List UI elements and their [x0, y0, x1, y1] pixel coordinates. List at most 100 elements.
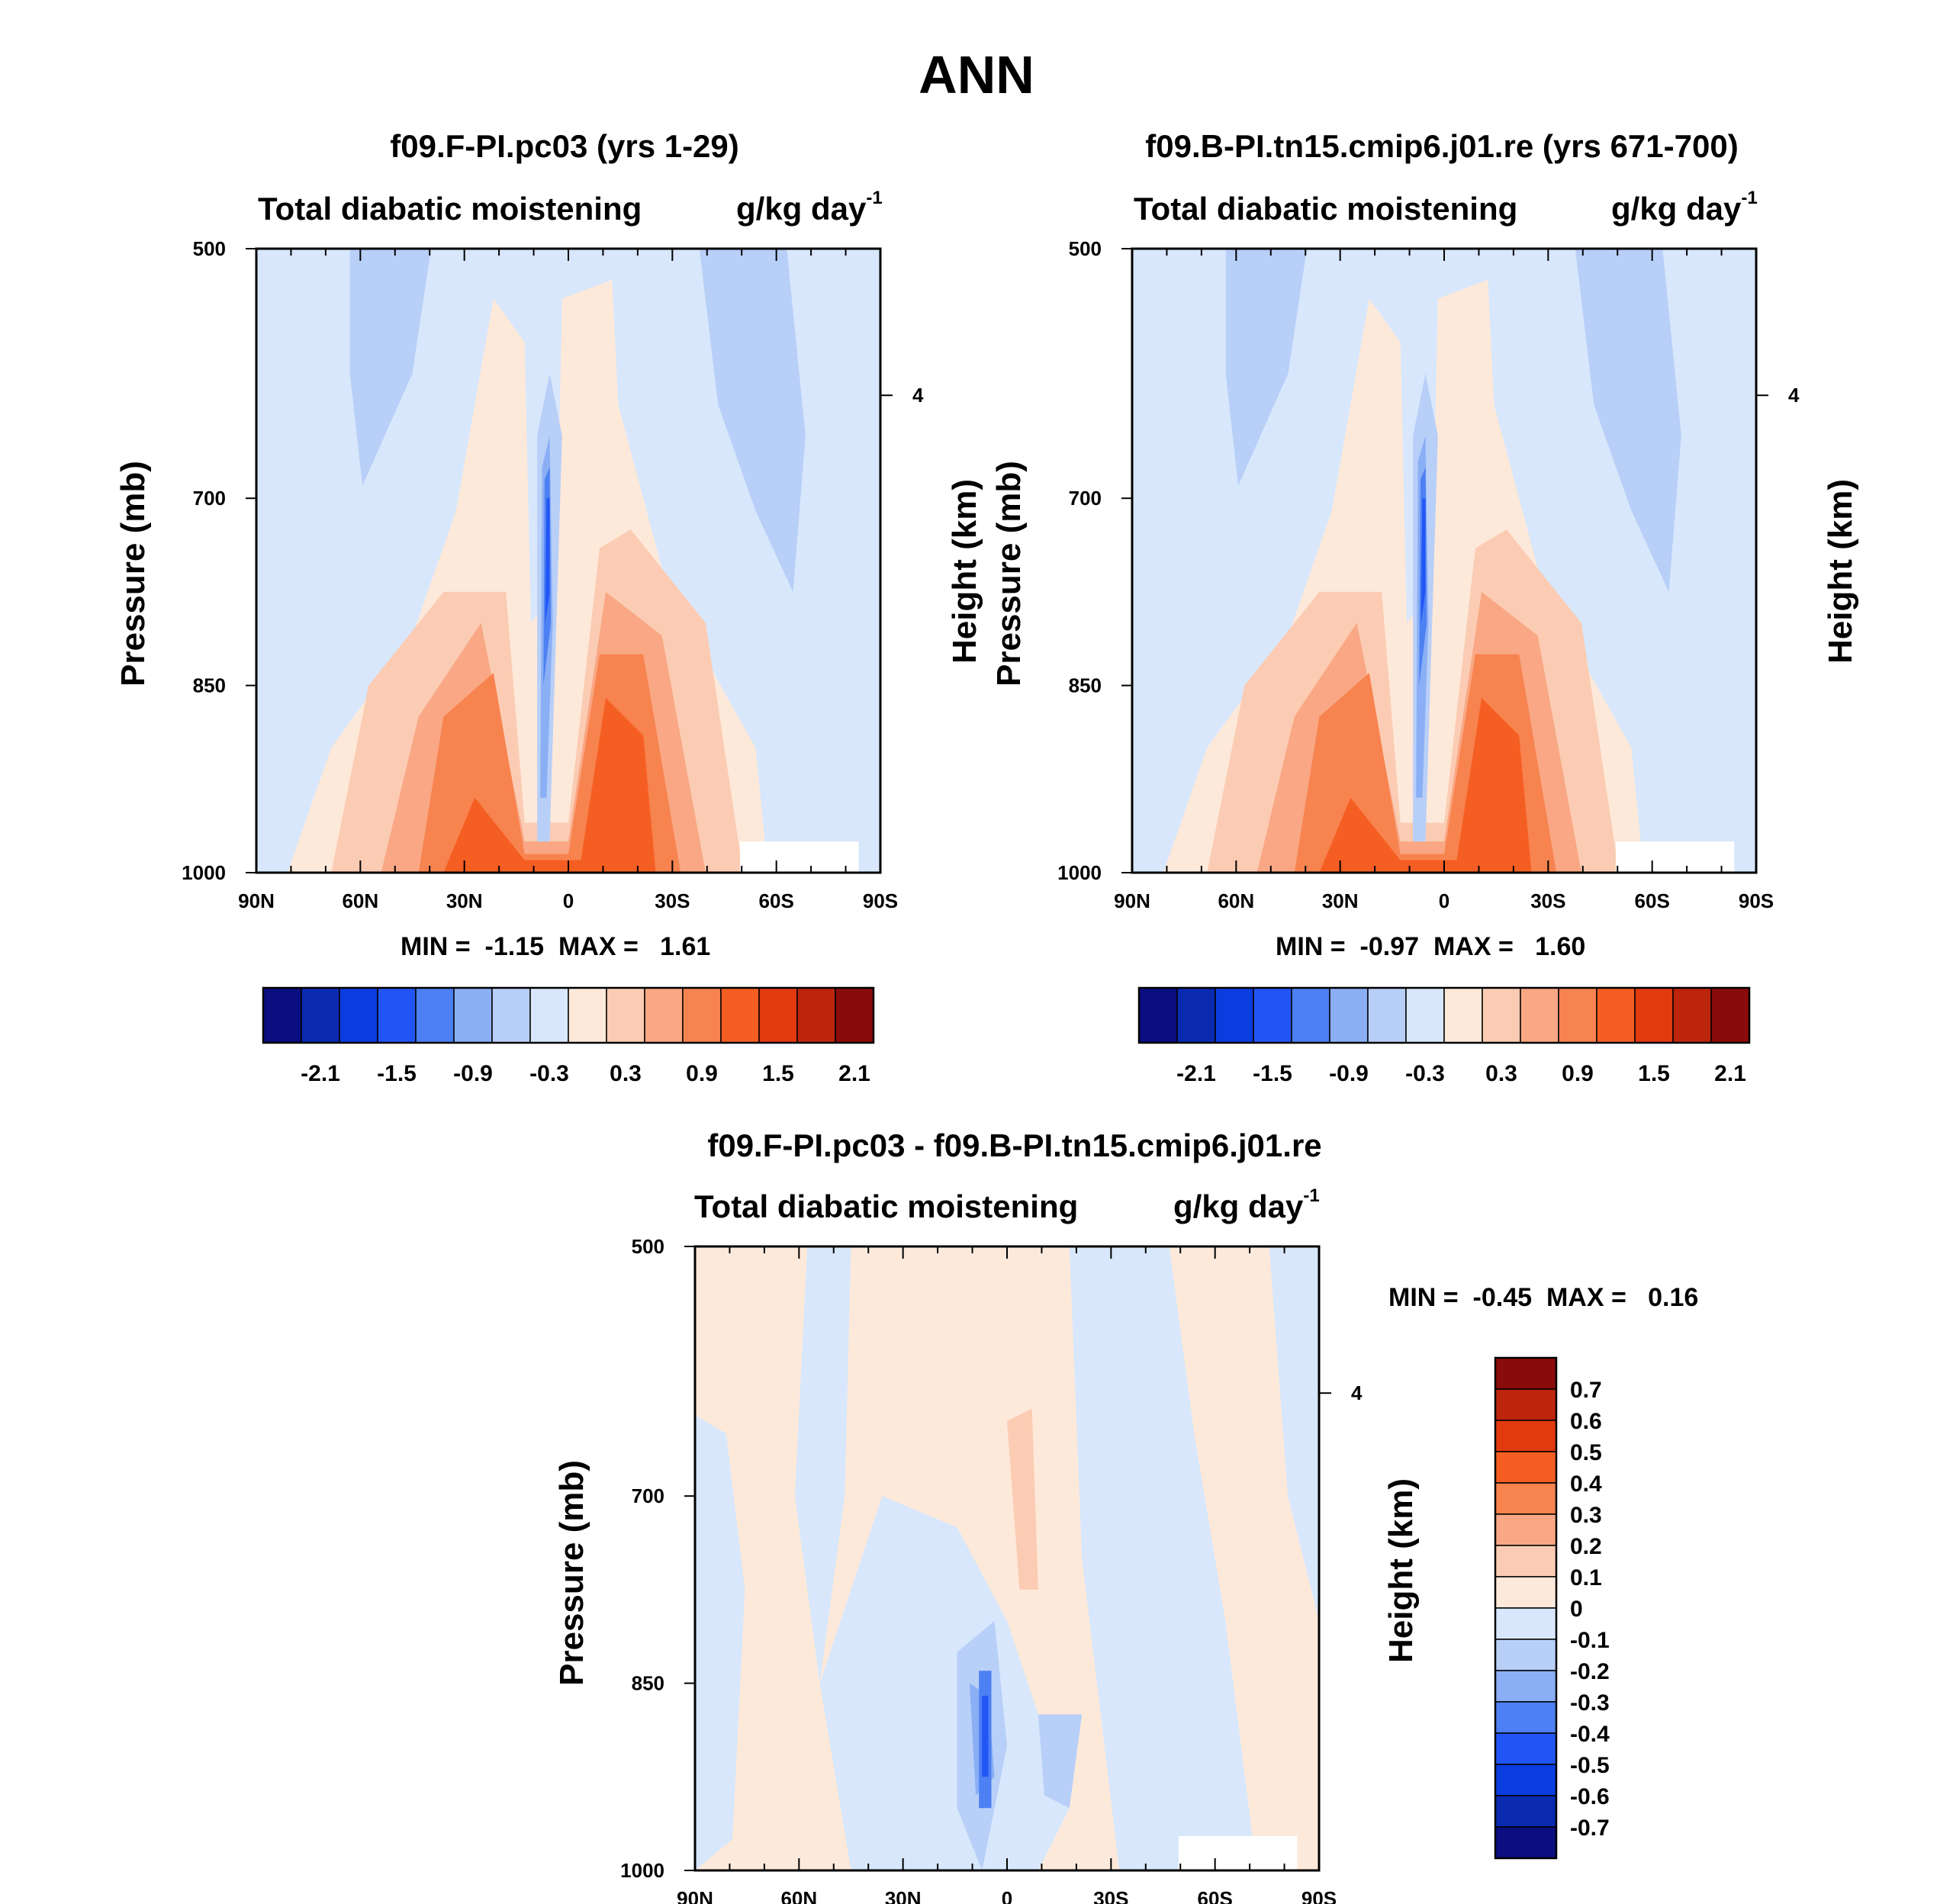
panel3-min-max: MIN = -0.45 MAX = 0.16: [1388, 1283, 1698, 1313]
contour-neg4-a: [982, 1696, 989, 1777]
panel1-min-max: MIN = -1.15 MAX = 1.61: [401, 932, 710, 962]
colorbar-box-pos5: [1495, 1420, 1557, 1452]
panel1-title: f09.F-PI.pc03 (yrs 1-29): [390, 128, 739, 164]
colorbar-label: -0.9: [1329, 1061, 1369, 1086]
contour-fills: [256, 249, 880, 873]
panel2-max-label: MAX =: [1433, 932, 1514, 961]
panel1-max-value: 1.61: [660, 932, 711, 961]
y-tick-label: 500: [193, 237, 226, 260]
x-tick-label: 90N: [238, 889, 275, 912]
colorbar-box-neg5: [1215, 987, 1254, 1044]
colorbar-label: -0.2: [1570, 1659, 1610, 1684]
colorbar-box-pos2: [644, 987, 684, 1044]
colorbar-box-neg2: [453, 987, 493, 1044]
colorbar-label: -0.5: [1570, 1753, 1610, 1778]
x-tick-label: 60N: [780, 1887, 817, 1904]
x-tick-label: 30S: [1530, 889, 1565, 912]
panel2-units-text: g/kg day: [1611, 191, 1742, 227]
panel3-units-text: g/kg day: [1173, 1188, 1304, 1224]
colorbar-label: -0.1: [1570, 1628, 1610, 1653]
page-title: ANN: [919, 45, 1034, 105]
panel1-variable-label: Total diabatic moistening: [258, 191, 642, 227]
contour-neg4-a: [545, 498, 550, 623]
y-tick-label: 850: [193, 674, 226, 697]
colorbar-box-pos1: [1495, 1545, 1557, 1578]
colorbar-box-neg2: [1495, 1670, 1557, 1703]
contour-pos4-a: [443, 698, 656, 873]
colorbar-label: -1.5: [1253, 1061, 1292, 1086]
colorbar-box-neg0: [1495, 1607, 1557, 1640]
contour-neg0-e: [1269, 1246, 1319, 1621]
panel1-ylabel-right: Height (km): [946, 479, 983, 664]
contour-neg0-a: [695, 1414, 745, 1870]
colorbar-label: 2.1: [838, 1061, 870, 1086]
missing-data-box: [1178, 1836, 1298, 1870]
colorbar-box-neg4: [1253, 987, 1292, 1044]
colorbar-label: 0: [1570, 1597, 1583, 1622]
x-tick-label: 0: [563, 889, 574, 912]
colorbar-box-pos0: [1495, 1576, 1557, 1609]
colorbar-frame: [1137, 986, 1751, 1044]
missing-data-box: [739, 841, 859, 873]
panel1-min-value: -1.15: [484, 932, 545, 961]
colorbar-box-neg7: [262, 987, 302, 1044]
contour-neg1-b: [699, 249, 806, 592]
panel1-units-text: g/kg day: [736, 191, 867, 227]
colorbar-box-neg4: [1495, 1732, 1557, 1765]
y-tick-label: 1000: [1057, 861, 1102, 884]
contour-neg1-a: [349, 249, 431, 486]
plot-area: 90N 60N 30N 0 30S 60S 90S 500 700 850 1000 4: [620, 1235, 1363, 1904]
y-tick-label: 500: [632, 1235, 664, 1258]
x-tick-label: 30S: [655, 889, 690, 912]
colorbar-box-neg1: [1495, 1639, 1557, 1671]
x-tick-label: 60N: [342, 889, 378, 912]
x-tick-label: 60N: [1218, 889, 1254, 912]
colorbar-label: 0.6: [1570, 1409, 1602, 1434]
contour-neg4-a: [1421, 498, 1426, 623]
panel3-min-value: -0.45: [1472, 1283, 1533, 1312]
colorbar-label: 0.5: [1570, 1440, 1602, 1465]
contour-neg1-b: [1575, 249, 1681, 592]
colorbar-label: -1.5: [377, 1061, 417, 1086]
panel1-min-label: MIN =: [401, 932, 471, 961]
height-tick-label: 4: [1351, 1381, 1363, 1404]
colorbar-label: 0.2: [1570, 1534, 1602, 1559]
colorbar-box-neg6: [1495, 1795, 1557, 1828]
panel1-units-exp: -1: [866, 188, 883, 208]
x-tick-label: 60S: [1635, 889, 1670, 912]
colorbar-box-pos1: [606, 987, 645, 1044]
x-tick-label: 90S: [1739, 889, 1774, 912]
colorbar-label: 2.1: [1714, 1061, 1746, 1086]
panel2-min-label: MIN =: [1276, 932, 1346, 961]
colorbar-box-neg0: [1405, 987, 1445, 1044]
y-tick-label: 700: [1069, 487, 1102, 510]
colorbar-box-pos3: [682, 987, 722, 1044]
colorbar-box-neg3: [415, 987, 455, 1044]
colorbar-label: 0.4: [1570, 1471, 1602, 1497]
colorbar-label: 0.9: [686, 1061, 718, 1086]
panel2-min-value: -0.97: [1359, 932, 1420, 961]
x-tick-label: 0: [1439, 889, 1449, 912]
colorbar-box-pos6: [1672, 987, 1712, 1044]
panel3-contour-plot: 90N 60N 30N 0 30S 60S 90S 500 700 850 1000 4: [620, 1235, 1363, 1904]
colorbar-box-pos2: [1495, 1513, 1557, 1546]
colorbar-label: 1.5: [762, 1061, 794, 1086]
panel3-colorbar: 0.7 0.6 0.5 0.4 0.3 0.2 0.1 0 -0.1 -0.2 -0.3 -0.4 -0…: [1494, 1356, 1610, 1860]
x-tick-label: 30S: [1093, 1887, 1128, 1904]
panel2-units-exp: -1: [1741, 188, 1758, 208]
contour-pos1-a: [1007, 1408, 1038, 1590]
colorbar-label: -0.4: [1570, 1722, 1610, 1747]
colorbar-label: -0.3: [529, 1061, 569, 1086]
colorbar-box-pos3: [1558, 987, 1597, 1044]
colorbar-label: -0.7: [1570, 1816, 1610, 1841]
y-tick-label: 850: [632, 1672, 664, 1695]
contour-pos4-a: [1319, 698, 1532, 873]
plot-area: 90N 60N 30N 0 30S 60S 90S 500 700 850 1000 4: [1057, 237, 1800, 912]
panel3-ylabel: Pressure (mb): [553, 1460, 590, 1686]
colorbar-box-neg1: [491, 987, 531, 1044]
plot-area: 90N 60N 30N 0 30S 60S 90S 500 700 850 1000 4: [182, 237, 924, 912]
contour-fills: [695, 1246, 1319, 1870]
colorbar-box-neg7: [1138, 987, 1178, 1044]
colorbar-box-neg0: [529, 987, 569, 1044]
colorbar-box-neg5: [339, 987, 378, 1044]
